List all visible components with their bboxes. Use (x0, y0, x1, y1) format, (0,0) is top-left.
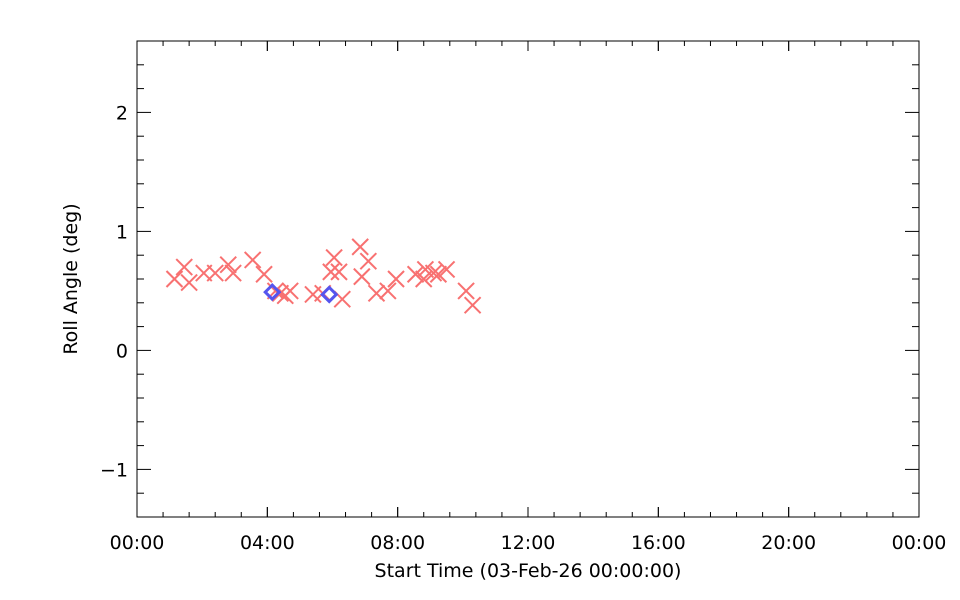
diamond-marker-point (263, 282, 282, 302)
y-tick-label: 1 (116, 221, 128, 243)
x-marker-point (325, 248, 343, 267)
x-marker-point (429, 265, 448, 283)
axis-ticks (136, 40, 920, 518)
x-marker-point (463, 296, 482, 314)
y-tick-label: 0 (116, 340, 128, 362)
x-marker-point (206, 264, 224, 282)
x-marker-point (353, 267, 371, 286)
x-marker-point (387, 270, 405, 288)
y-axis-label: Roll Angle (deg) (60, 203, 82, 354)
plot-frame (136, 40, 920, 518)
x-tick-label: 20:00 (761, 532, 816, 554)
x-marker-point (281, 282, 299, 300)
x-tick-label: 16:00 (631, 532, 686, 554)
x-marker-point (351, 238, 369, 256)
x-marker-point (255, 265, 273, 283)
x-marker-point (359, 252, 378, 270)
x-marker-point (379, 282, 397, 300)
x-marker-point (424, 264, 443, 282)
x-marker-point (243, 251, 262, 269)
x-marker-point (322, 263, 340, 281)
x-marker-point (406, 265, 425, 283)
y-tick-label: 2 (116, 102, 128, 124)
x-marker-point (180, 273, 198, 292)
x-marker-point (175, 258, 193, 276)
x-tick-label: 00:00 (892, 532, 947, 554)
x-marker-point (165, 270, 184, 288)
x-marker-point (457, 282, 475, 300)
x-marker-point (330, 263, 348, 281)
x-marker-point (224, 264, 242, 282)
x-axis-label: Start Time (03-Feb-26 00:00:00) (375, 560, 682, 582)
diamond-marker-point (320, 285, 339, 304)
y-tick-label: −1 (100, 459, 128, 481)
x-tick-label: 00:00 (110, 532, 165, 554)
axis-tick-labels: 00:00 04:00 08:00 12:00 16:00 20:00 00:00 −1 0 1 2 (100, 102, 946, 554)
x-marker-point (437, 260, 456, 279)
x-marker-point (367, 284, 386, 302)
x-tick-label: 04:00 (240, 532, 295, 554)
x-tick-label: 12:00 (501, 532, 556, 554)
x-tick-label: 08:00 (370, 532, 425, 554)
data-markers (165, 238, 482, 314)
x-marker-point (219, 256, 237, 274)
